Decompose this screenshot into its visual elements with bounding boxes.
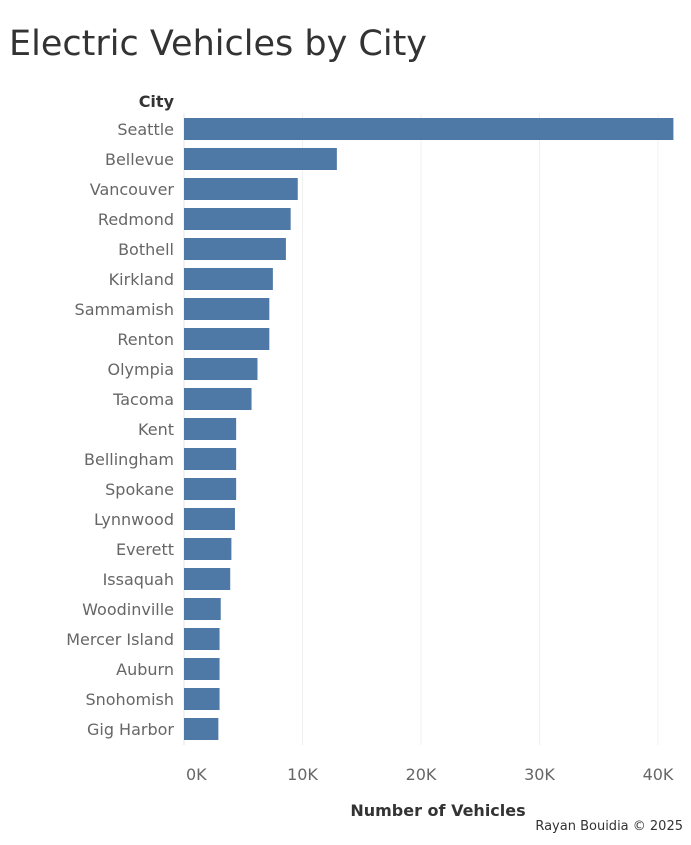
category-label: Kent <box>138 420 174 439</box>
category-label: Kirkland <box>109 270 174 289</box>
category-label: Olympia <box>108 360 175 379</box>
bars <box>184 118 674 740</box>
category-label: Issaquah <box>103 570 174 589</box>
bar-renton[interactable] <box>184 328 270 350</box>
category-label: Bellevue <box>105 150 174 169</box>
bar-kent[interactable] <box>184 418 237 440</box>
bar-lynnwood[interactable] <box>184 508 235 530</box>
bar-bellingham[interactable] <box>184 448 237 470</box>
gridlines <box>302 113 659 745</box>
bar-seattle[interactable] <box>184 118 674 140</box>
x-tick-label: 10K <box>287 765 318 784</box>
category-label: Auburn <box>116 660 174 679</box>
category-label: Spokane <box>105 480 174 499</box>
credit-text: Rayan Bouidia © 2025 <box>535 819 683 834</box>
bar-issaquah[interactable] <box>184 568 231 590</box>
x-tick-label: 0K <box>186 765 207 784</box>
bar-everett[interactable] <box>184 538 232 560</box>
category-label: Woodinville <box>82 600 174 619</box>
x-tick-label: 30K <box>524 765 555 784</box>
bar-bothell[interactable] <box>184 238 286 260</box>
x-tick-label: 20K <box>406 765 437 784</box>
category-label: Bothell <box>118 240 174 259</box>
bar-kirkland[interactable] <box>184 268 273 290</box>
bar-sammamish[interactable] <box>184 298 270 320</box>
category-label: Everett <box>116 540 174 559</box>
bar-bellevue[interactable] <box>184 148 337 170</box>
category-axis-title: City <box>139 92 175 111</box>
bar-olympia[interactable] <box>184 358 258 380</box>
category-label: Vancouver <box>90 180 175 199</box>
category-label: Snohomish <box>85 690 174 709</box>
bar-vancouver[interactable] <box>184 178 298 200</box>
bar-mercer-island[interactable] <box>184 628 220 650</box>
category-label: Mercer Island <box>66 630 174 649</box>
bar-gig-harbor[interactable] <box>184 718 219 740</box>
category-label: Lynnwood <box>94 510 174 529</box>
bar-woodinville[interactable] <box>184 598 221 620</box>
x-tick-label: 40K <box>643 765 674 784</box>
category-label: Bellingham <box>84 450 174 469</box>
category-labels: Seattle Bellevue Vancouver Redmond Bothell Ki… <box>66 120 174 739</box>
chart-title: Electric Vehicles by City <box>9 24 428 64</box>
bar-tacoma[interactable] <box>184 388 252 410</box>
bar-spokane[interactable] <box>184 478 237 500</box>
category-label: Redmond <box>98 210 174 229</box>
bar-snohomish[interactable] <box>184 688 220 710</box>
category-label: Gig Harbor <box>87 720 174 739</box>
x-tick-labels: 0K 10K 20K 30K 40K <box>186 765 674 784</box>
bar-redmond[interactable] <box>184 208 291 230</box>
x-axis-title: Number of Vehicles <box>350 801 525 820</box>
bar-auburn[interactable] <box>184 658 220 680</box>
category-label: Seattle <box>117 120 174 139</box>
category-label: Sammamish <box>75 300 174 319</box>
category-label: Tacoma <box>112 390 174 409</box>
category-label: Renton <box>117 330 174 349</box>
